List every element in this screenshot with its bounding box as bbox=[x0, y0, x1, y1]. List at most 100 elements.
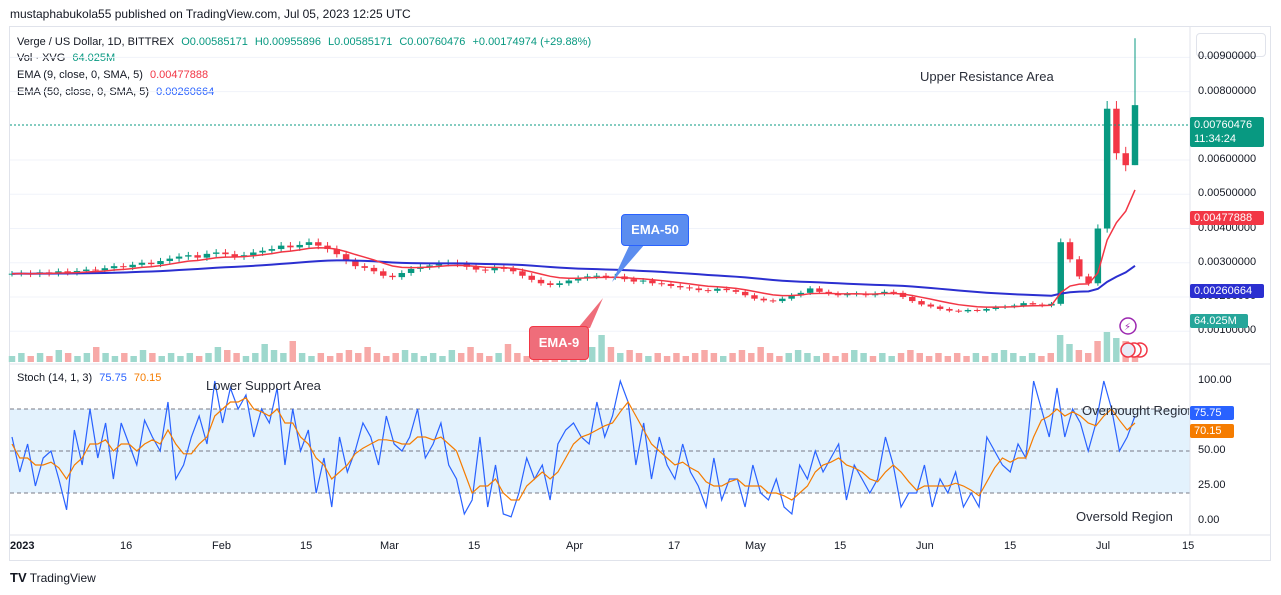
volume-bar bbox=[392, 353, 399, 362]
candle-body bbox=[8, 273, 16, 275]
lower-support-label: Lower Support Area bbox=[206, 378, 321, 393]
candle-body bbox=[574, 278, 582, 281]
candle-body bbox=[482, 269, 489, 271]
volume-bar bbox=[645, 356, 652, 362]
volume-bar bbox=[205, 353, 212, 362]
candle-body bbox=[138, 262, 146, 265]
volume-bar bbox=[495, 353, 502, 362]
candle-body bbox=[194, 255, 201, 258]
tradingview-icon: TV bbox=[10, 570, 27, 585]
candle-body bbox=[667, 283, 675, 287]
volume-bar bbox=[317, 353, 325, 362]
candle-body bbox=[1020, 303, 1027, 306]
candle-body bbox=[547, 283, 554, 285]
candle-body bbox=[881, 291, 888, 294]
volume-bar bbox=[289, 341, 296, 362]
volume-bar bbox=[186, 353, 194, 362]
candle-body bbox=[630, 279, 638, 282]
volume-bar bbox=[1113, 338, 1120, 362]
volume-bar bbox=[46, 356, 53, 362]
last-price-badge: 0.00760476 11:34:24 bbox=[1190, 117, 1264, 147]
candle-body bbox=[918, 301, 925, 305]
time-tick-label: Jun bbox=[916, 540, 934, 552]
time-tick-label: 16 bbox=[120, 540, 133, 552]
ema50-callout[interactable]: EMA-50 bbox=[621, 214, 689, 246]
stoch-d-line bbox=[11, 397, 1136, 501]
candle-body bbox=[677, 286, 684, 288]
candle-body bbox=[769, 300, 777, 302]
volume-bar bbox=[149, 353, 156, 362]
volume-bar bbox=[420, 356, 427, 362]
volume-bar bbox=[907, 350, 914, 362]
candle-body bbox=[1131, 105, 1139, 166]
candle-body bbox=[83, 269, 90, 271]
ema9-line bbox=[11, 189, 1136, 308]
candle-body bbox=[352, 261, 359, 267]
tradingview-logo[interactable]: TV TradingView bbox=[10, 570, 96, 585]
volume-bar bbox=[804, 353, 811, 362]
volume-bar bbox=[74, 356, 81, 362]
candle-body bbox=[955, 310, 962, 312]
volume-bar bbox=[252, 353, 259, 362]
candle-body bbox=[723, 288, 730, 291]
candle-body bbox=[110, 266, 118, 269]
ohlc-close: C0.00760476 bbox=[399, 36, 466, 48]
volume-bar bbox=[626, 350, 633, 362]
volume-bar bbox=[195, 356, 203, 362]
volume-bar bbox=[617, 353, 624, 362]
chart-settings-button[interactable] bbox=[1196, 33, 1266, 57]
candle-body bbox=[231, 254, 238, 257]
volume-bar bbox=[270, 350, 278, 362]
volume-bar bbox=[953, 353, 961, 362]
candle-body bbox=[315, 242, 322, 246]
candle-body bbox=[537, 279, 545, 284]
volume-bar bbox=[813, 356, 821, 362]
candle-body bbox=[185, 255, 192, 257]
candle-body bbox=[983, 308, 990, 311]
volume-bar bbox=[111, 356, 119, 362]
volume-bar bbox=[1075, 350, 1083, 362]
candle-body bbox=[992, 307, 1000, 309]
candle-body bbox=[1057, 242, 1064, 304]
volume-bar bbox=[476, 353, 484, 362]
price-tick-label: 0.00500000 bbox=[1198, 187, 1257, 200]
volume-bar bbox=[504, 344, 512, 362]
candle-body bbox=[147, 262, 155, 265]
ema50-badge: 0.00260664 bbox=[1190, 284, 1264, 298]
chart-frame bbox=[9, 26, 1271, 561]
candle-body bbox=[704, 290, 712, 292]
candle-body bbox=[426, 265, 433, 267]
time-tick-label: 15 bbox=[1182, 540, 1195, 552]
volume-bar bbox=[383, 356, 390, 362]
ema9-callout[interactable]: EMA-9 bbox=[529, 326, 589, 360]
volume-bar bbox=[963, 356, 970, 362]
candle-body bbox=[129, 264, 136, 268]
candle-body bbox=[797, 292, 805, 296]
stoch-d-badge: 70.15 bbox=[1190, 424, 1234, 438]
candle-body bbox=[175, 256, 183, 259]
grid bbox=[10, 56, 1190, 332]
candle-body bbox=[305, 242, 313, 245]
volume-legend: Vol · XVG 64.025M bbox=[17, 52, 119, 64]
volume-bar bbox=[738, 350, 746, 362]
volume-bar bbox=[748, 353, 755, 362]
candle-body bbox=[287, 245, 294, 248]
volume-bar bbox=[83, 353, 91, 362]
volume-bar bbox=[1084, 353, 1092, 362]
candle-body bbox=[1122, 153, 1129, 166]
published-line: mustaphabukola55 published on TradingVie… bbox=[10, 7, 411, 21]
candle-body bbox=[250, 252, 257, 256]
volume-bar bbox=[345, 350, 353, 362]
volume-bar bbox=[373, 353, 381, 362]
volume-bar bbox=[457, 353, 465, 362]
overbought-label: Overbought Region bbox=[1082, 403, 1189, 418]
candle-body bbox=[398, 273, 406, 278]
candle-body bbox=[593, 275, 600, 277]
candle-body bbox=[259, 250, 266, 253]
candle-body bbox=[73, 270, 81, 273]
candle-body bbox=[370, 267, 378, 272]
candle-body bbox=[946, 308, 953, 311]
candle-body bbox=[695, 288, 703, 291]
symbol-legend: Verge / US Dollar, 1D, BITTREX O0.005851… bbox=[17, 36, 595, 48]
